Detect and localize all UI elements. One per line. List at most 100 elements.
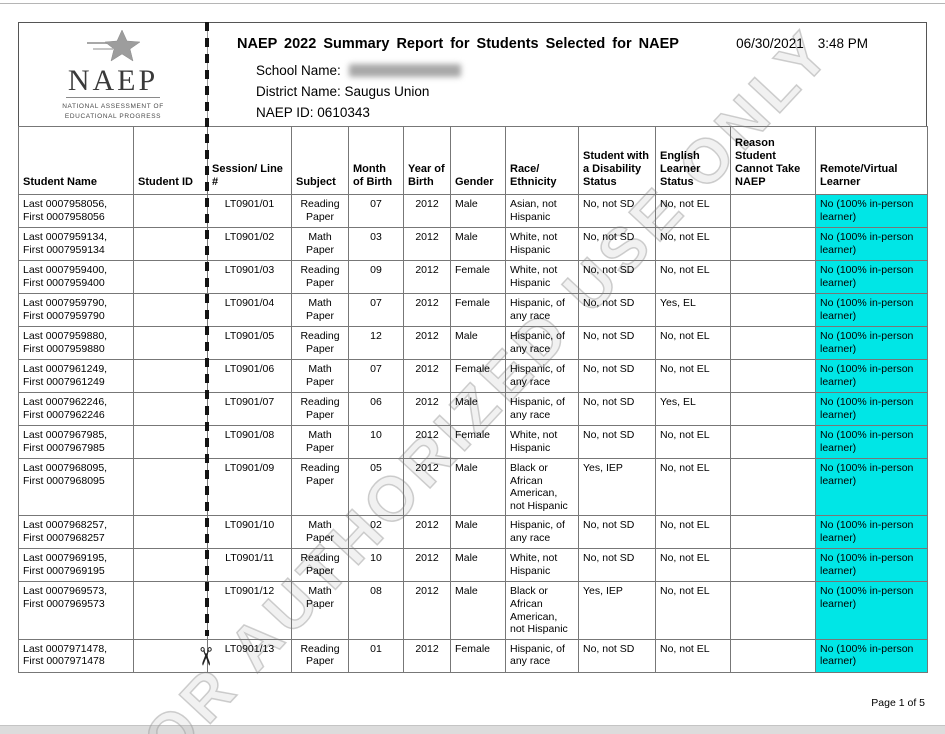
table-row: Last 0007967985, First 0007967985 LT0901/… — [18, 425, 928, 459]
table-cell — [730, 581, 816, 640]
table-cell — [133, 581, 208, 640]
table-cell: 02 — [348, 515, 404, 550]
table-cell: Male — [450, 326, 506, 360]
naep-id-value: 0610343 — [317, 105, 370, 120]
table-cell: Last 0007959880, First 0007959880 — [18, 326, 134, 360]
table-cell: Yes, IEP — [578, 581, 656, 640]
table-cell: 2012 — [403, 581, 451, 640]
table-cell: White, not Hispanic — [505, 425, 579, 459]
table-cell — [730, 548, 816, 583]
table-cell: No, not EL — [655, 425, 731, 459]
table-cell: Yes, IEP — [578, 457, 656, 517]
table-cell: Hispanic, of any race — [505, 515, 579, 550]
table-row: Last 0007968095, First 0007968095 LT0901/… — [18, 457, 928, 517]
table-cell: Black or African American, not Hispanic — [505, 457, 579, 517]
table-cell: Reading Paper — [291, 392, 349, 426]
page-bottom-edge — [0, 725, 945, 734]
table-cell: Math Paper — [291, 227, 349, 261]
table-cell: Math Paper — [291, 515, 349, 550]
table-cell: Reading Paper — [291, 638, 349, 673]
column-header: Race/ Ethnicity — [505, 126, 579, 195]
table-cell: Male — [450, 548, 506, 583]
table-cell: Male — [450, 581, 506, 640]
table-cell: Last 0007959400, First 0007959400 — [18, 260, 134, 294]
table-cell: No, not SD — [578, 638, 656, 673]
table-cell: Hispanic, of any race — [505, 293, 579, 327]
table-cell: Last 0007969573, First 0007969573 — [18, 581, 134, 640]
report-header-band: NAEP National Assessment of Educational … — [18, 22, 927, 127]
table-cell — [730, 293, 816, 327]
table-cell — [133, 425, 208, 459]
table-cell: Last 0007961249, First 0007961249 — [18, 359, 134, 393]
page-number: Page 1 of 5 — [871, 697, 925, 709]
report-table: Student Name Student ID Session/ Line # Sub… — [18, 126, 928, 673]
table-cell: Male — [450, 194, 506, 228]
table-cell: No (100% in-person learner) — [815, 392, 928, 426]
table-cell — [133, 359, 208, 393]
table-cell: Reading Paper — [291, 326, 349, 360]
table-cell: 01 — [348, 638, 404, 673]
table-cell — [133, 548, 208, 583]
table-cell: LT0901/06 — [207, 359, 292, 393]
table-cell — [730, 425, 816, 459]
table-cell: Black or African American, not Hispanic — [505, 581, 579, 640]
column-header: Student ID — [133, 126, 208, 195]
report-datetime: 06/30/2021 3:48 PM — [736, 36, 868, 51]
table-cell: No, not SD — [578, 326, 656, 360]
table-cell: No, not EL — [655, 359, 731, 393]
page-top-edge — [0, 3, 945, 4]
table-cell — [133, 392, 208, 426]
table-cell: No, not EL — [655, 548, 731, 583]
table-cell: Last 0007959790, First 0007959790 — [18, 293, 134, 327]
column-header: Reason Student Cannot Take NAEP — [730, 126, 816, 195]
table-cell: 03 — [348, 227, 404, 261]
table-cell: 07 — [348, 293, 404, 327]
table-cell: No, not EL — [655, 260, 731, 294]
table-cell: Reading Paper — [291, 194, 349, 228]
table-cell: 07 — [348, 359, 404, 393]
table-cell — [730, 359, 816, 393]
school-name-line: School Name: — [256, 60, 926, 81]
table-cell: No, not SD — [578, 515, 656, 550]
table-cell: No, not SD — [578, 293, 656, 327]
table-cell: No (100% in-person learner) — [815, 194, 928, 228]
column-header: Gender — [450, 126, 506, 195]
table-row: Last 0007959880, First 0007959880 LT0901/… — [18, 326, 928, 360]
table-cell: LT0901/09 — [207, 457, 292, 517]
table-cell: White, not Hispanic — [505, 260, 579, 294]
table-cell: Math Paper — [291, 581, 349, 640]
table-cell: 2012 — [403, 359, 451, 393]
table-cell: Math Paper — [291, 359, 349, 393]
table-cell: No (100% in-person learner) — [815, 293, 928, 327]
table-cell: No, not EL — [655, 194, 731, 228]
school-name-label: School Name: — [256, 63, 341, 78]
table-cell: 05 — [348, 457, 404, 517]
table-cell: No (100% in-person learner) — [815, 425, 928, 459]
table-cell: No (100% in-person learner) — [815, 515, 928, 550]
column-header: Session/ Line # — [207, 126, 292, 195]
table-cell: No, not SD — [578, 194, 656, 228]
table-cell: White, not Hispanic — [505, 548, 579, 583]
table-cell: 10 — [348, 425, 404, 459]
table-cell: LT0901/04 — [207, 293, 292, 327]
table-cell: No (100% in-person learner) — [815, 326, 928, 360]
table-cell: 09 — [348, 260, 404, 294]
table-row: Last 0007962246, First 0007962246 LT0901/… — [18, 392, 928, 426]
report-table-body: Last 0007958056, First 0007958056 LT0901/… — [18, 194, 928, 673]
district-name-line: District Name: Saugus Union — [256, 81, 926, 102]
table-cell — [133, 326, 208, 360]
table-cell — [133, 227, 208, 261]
table-row: Last 0007958056, First 0007958056 LT0901/… — [18, 194, 928, 228]
table-cell: 07 — [348, 194, 404, 228]
table-cell: No (100% in-person learner) — [815, 359, 928, 393]
table-cell: Female — [450, 260, 506, 294]
naep-logo-acronym: NAEP — [65, 64, 161, 99]
table-cell: Yes, EL — [655, 293, 731, 327]
table-cell: LT0901/02 — [207, 227, 292, 261]
table-cell: Last 0007968095, First 0007968095 — [18, 457, 134, 517]
table-cell: 2012 — [403, 227, 451, 261]
table-cell — [133, 293, 208, 327]
table-row: Last 0007971478, First 0007971478 LT0901/… — [18, 638, 928, 673]
table-cell: No (100% in-person learner) — [815, 457, 928, 517]
